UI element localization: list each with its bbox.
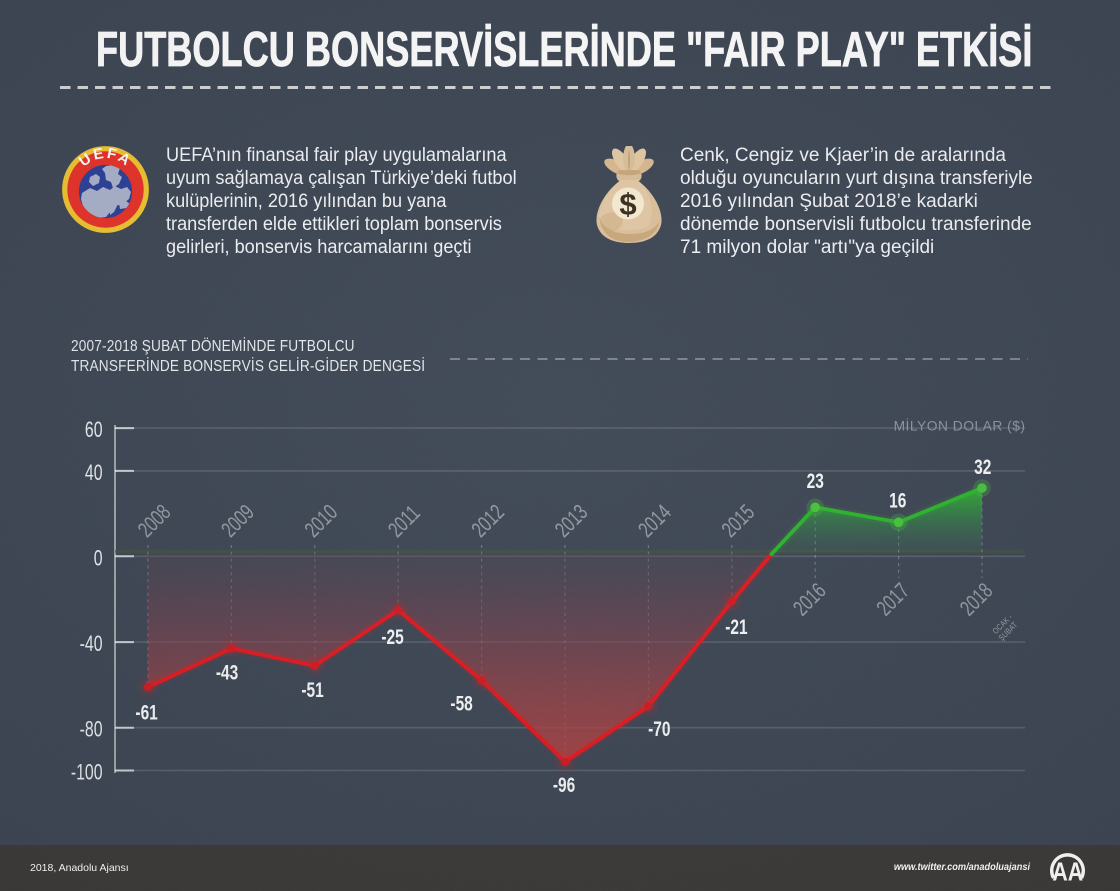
svg-text:23: 23 [807, 468, 824, 492]
svg-text:-70: -70 [648, 716, 670, 740]
svg-text:2008: 2008 [134, 501, 176, 543]
svg-text:-58: -58 [450, 691, 472, 715]
svg-text:-40: -40 [80, 633, 103, 657]
svg-text:-80: -80 [80, 718, 103, 742]
svg-text:2009: 2009 [217, 501, 259, 543]
svg-text:-96: -96 [553, 772, 575, 796]
svg-text:16: 16 [889, 488, 906, 512]
svg-text:2014: 2014 [634, 500, 676, 542]
svg-text:-43: -43 [216, 660, 238, 684]
svg-text:2012: 2012 [468, 501, 510, 543]
svg-text:60: 60 [85, 419, 103, 443]
svg-text:2018: 2018 [956, 579, 998, 621]
svg-text:40: 40 [85, 462, 103, 486]
svg-text:2016: 2016 [789, 579, 831, 621]
svg-text:2017: 2017 [873, 579, 915, 621]
svg-text:2015: 2015 [718, 501, 760, 543]
svg-text:2011: 2011 [384, 501, 425, 542]
svg-text:AA: AA [1052, 858, 1083, 888]
svg-text:-100: -100 [71, 761, 103, 785]
svg-text:-25: -25 [381, 624, 403, 648]
svg-text:-21: -21 [725, 615, 747, 639]
svg-text:0: 0 [94, 547, 103, 571]
svg-text:MİLYON DOLAR ($): MİLYON DOLAR ($) [894, 417, 1026, 434]
svg-text:32: 32 [974, 454, 991, 478]
svg-text:-51: -51 [301, 677, 323, 701]
svg-text:2010: 2010 [301, 501, 343, 543]
svg-text:-61: -61 [135, 700, 157, 724]
svg-text:2013: 2013 [551, 501, 593, 543]
